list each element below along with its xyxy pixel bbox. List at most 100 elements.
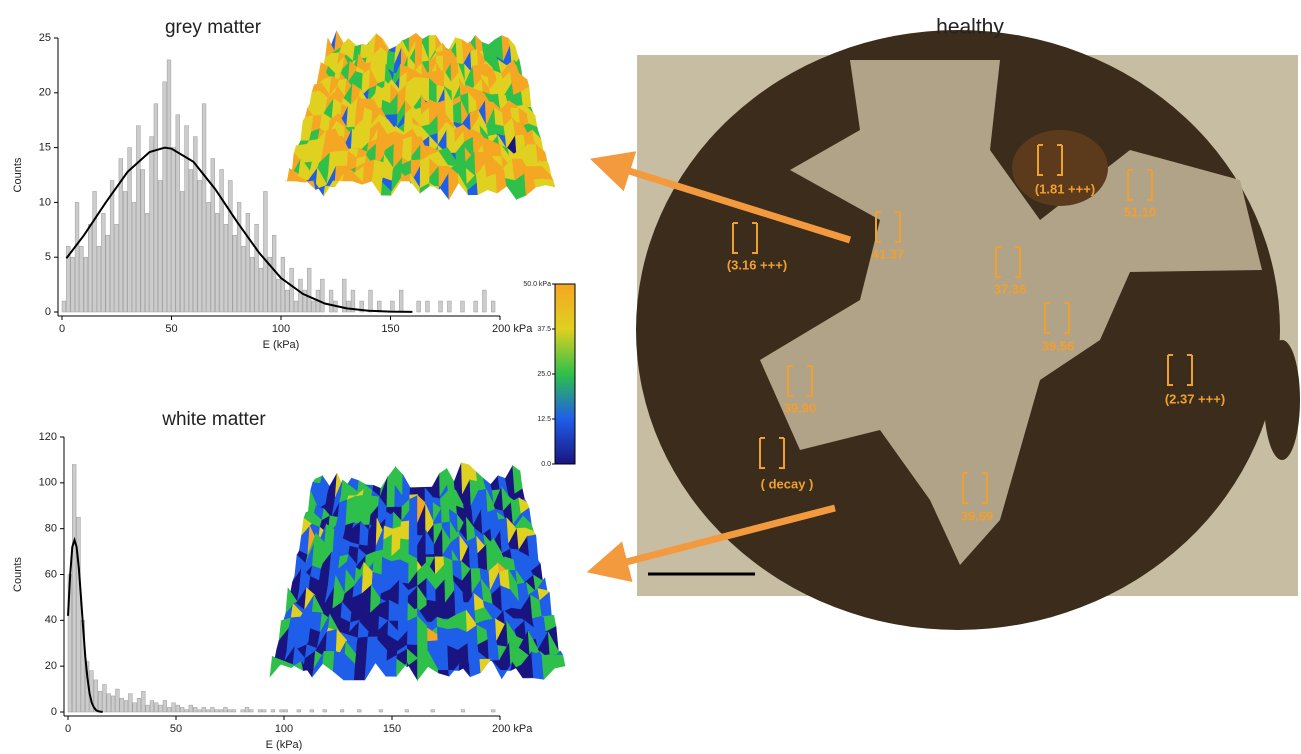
surface-cell — [399, 559, 410, 585]
bar — [162, 700, 168, 713]
bar — [158, 704, 163, 713]
bracket — [962, 472, 988, 504]
bar — [88, 224, 93, 313]
bar — [66, 245, 71, 313]
bar — [283, 709, 288, 713]
bar — [307, 267, 312, 313]
colorbar-tick-label: 12.5 — [537, 416, 551, 423]
bracket — [1127, 169, 1153, 201]
surface — [284, 30, 556, 201]
surface-cell — [402, 473, 411, 498]
bar — [285, 289, 290, 313]
bar — [128, 693, 133, 713]
bar — [132, 702, 137, 713]
surface-cell — [342, 173, 355, 182]
bar — [359, 300, 364, 313]
bar — [180, 707, 185, 713]
y-tick-label: 10 — [39, 196, 51, 208]
bar — [342, 278, 347, 313]
bar — [114, 224, 119, 313]
bracket — [1044, 302, 1070, 334]
bracket — [875, 211, 901, 243]
bar — [346, 300, 351, 313]
arrow — [589, 151, 852, 244]
bracket — [1167, 354, 1193, 386]
bar — [250, 256, 255, 313]
bar — [184, 709, 189, 713]
region-label: 51.10 — [1124, 204, 1157, 219]
surface-cell — [452, 100, 463, 125]
region-label: (3.16 +++) — [727, 257, 787, 272]
bar — [430, 709, 435, 713]
bar — [280, 256, 286, 313]
region-label: 39.56 — [1042, 338, 1075, 353]
y-tick-label: 20 — [45, 660, 57, 672]
chart-title: white matter — [161, 409, 266, 430]
bar — [322, 709, 327, 713]
surface-cell — [400, 525, 410, 541]
surface-cell — [322, 650, 335, 672]
surface-cell — [377, 62, 387, 84]
surface-cell — [359, 612, 371, 621]
bar — [309, 709, 314, 713]
y-tick-label: 40 — [45, 614, 57, 626]
chart-title: grey matter — [165, 17, 262, 38]
colorbar — [554, 283, 576, 465]
bar — [106, 693, 111, 713]
x-axis-label: E (kPa) — [266, 739, 303, 751]
bar — [404, 709, 409, 713]
bar — [145, 704, 150, 713]
surface-cell — [437, 669, 450, 677]
bar — [144, 213, 150, 313]
x-tick-label: 100 — [275, 723, 293, 735]
surface-cell — [436, 70, 445, 88]
surface-cell — [486, 173, 498, 194]
bar — [201, 707, 206, 713]
bar — [270, 709, 276, 713]
bar — [460, 709, 466, 713]
bar — [197, 709, 202, 713]
bar — [289, 267, 294, 313]
bar — [210, 158, 215, 313]
fit-line — [65, 146, 413, 313]
x-tick-label: 200 kPa — [492, 723, 533, 735]
bar — [101, 213, 106, 313]
colorbar-tick-label: 37.5 — [537, 326, 551, 333]
bar — [223, 707, 228, 713]
bar — [245, 213, 250, 313]
y-tick-label: 20 — [39, 87, 51, 99]
bar — [482, 289, 487, 313]
surface-cell — [400, 520, 410, 527]
bar — [153, 103, 159, 313]
x-axis-label: E (kPa) — [263, 339, 300, 351]
bar — [219, 169, 224, 313]
bar — [214, 709, 219, 713]
bar — [74, 202, 80, 313]
bar — [491, 709, 496, 713]
bar — [215, 213, 220, 313]
y-tick-label: 0 — [51, 706, 57, 718]
bar — [267, 256, 272, 313]
bar — [141, 691, 146, 713]
colorbar-tick-label: 50.0 kPa — [523, 281, 551, 288]
bar — [223, 224, 229, 313]
x-tick-label: 0 — [59, 323, 65, 335]
bar — [197, 180, 202, 313]
x-tick-label: 150 — [381, 323, 399, 335]
bar — [328, 289, 334, 313]
bar — [171, 702, 176, 713]
surface-cell — [543, 178, 556, 188]
bar — [175, 704, 180, 713]
bar — [93, 679, 98, 713]
bar — [232, 235, 237, 313]
bar — [96, 245, 102, 313]
x-tick-label: 0 — [65, 723, 71, 735]
region-label: ( decay ) — [761, 476, 814, 491]
bar — [447, 300, 452, 313]
y-tick-label: 25 — [39, 32, 51, 44]
bracket — [759, 437, 785, 469]
bar — [298, 278, 303, 313]
bar — [210, 707, 215, 713]
bar — [184, 125, 189, 313]
bar — [136, 698, 142, 713]
